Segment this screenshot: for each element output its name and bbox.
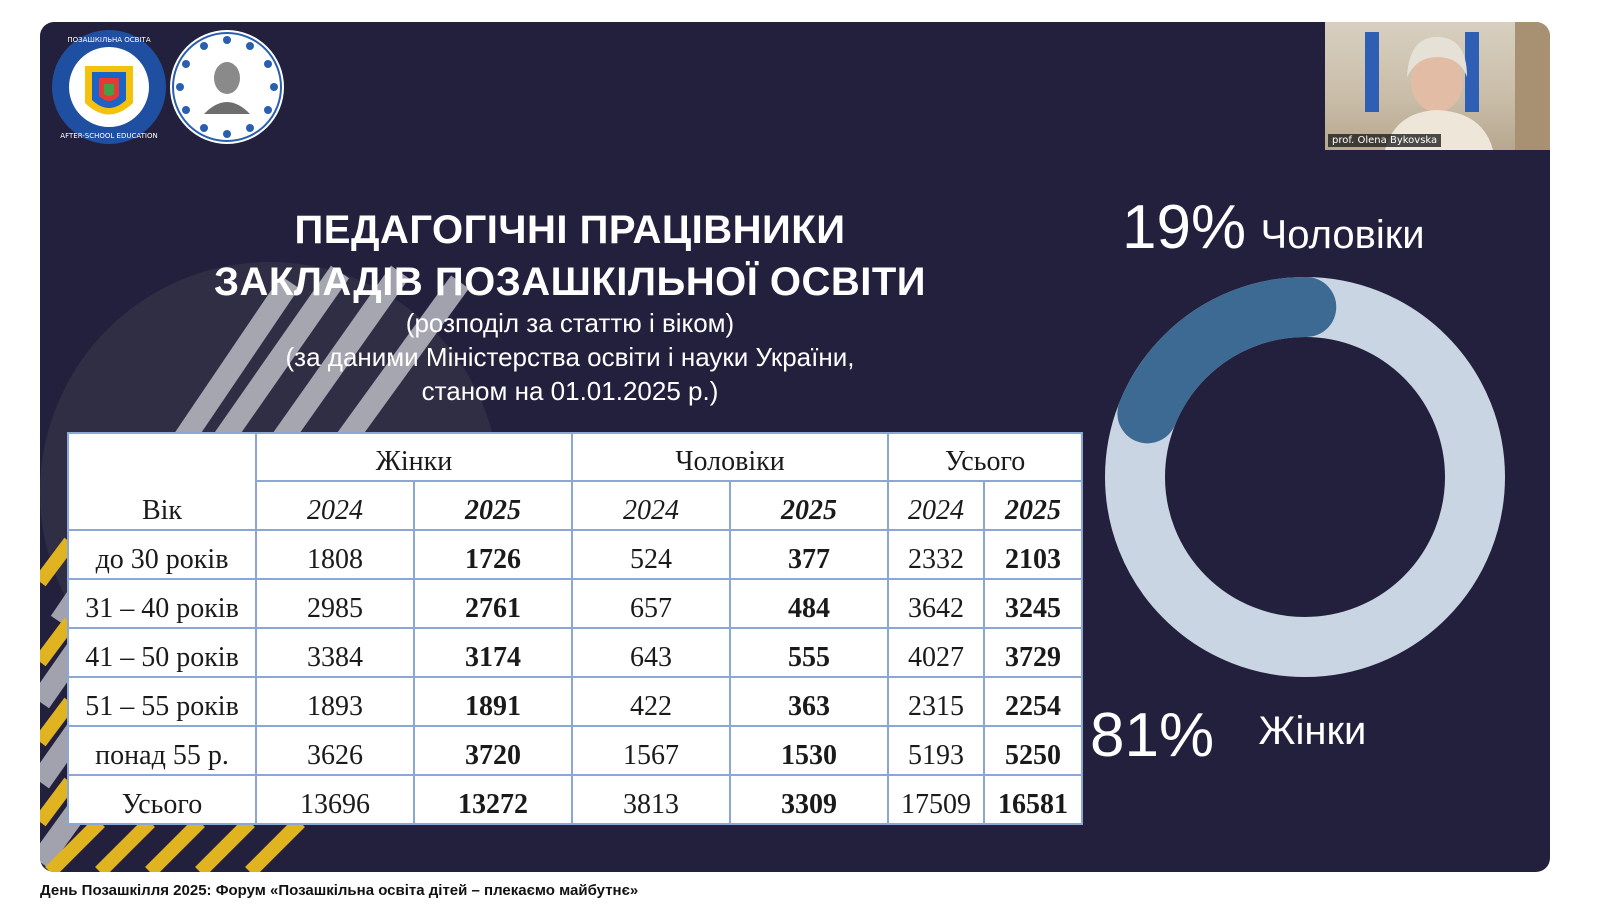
men-2024-cell: 422	[571, 676, 732, 727]
age-cell: 31 – 40 років	[67, 578, 257, 629]
logo-ring-text: ПОЗАШКІЛЬНА ОСВІТА	[67, 36, 150, 44]
year-header: 2025	[983, 480, 1084, 531]
university-seal-logo	[170, 30, 284, 144]
men-label: Чоловіки	[1260, 213, 1425, 257]
women-label: Жінки	[1258, 709, 1367, 753]
men-2025-cell: 363	[729, 676, 890, 727]
men-percentage-group: 19% Чоловіки	[1122, 192, 1425, 263]
webcam-video-tile[interactable]: prof. Olena Bykovska	[1325, 22, 1550, 150]
total-2025-cell: 3729	[983, 627, 1084, 678]
video-caption: День Позашкілля 2025: Форум «Позашкільна…	[40, 882, 639, 899]
total-2025-cell: 2254	[983, 676, 1084, 727]
total-2025-cell: 5250	[983, 725, 1084, 776]
year-header: 2024	[571, 480, 732, 531]
women-2025-cell: 1891	[412, 676, 574, 727]
women-2024-cell: 1893	[255, 676, 415, 727]
women-2024-cell: 1808	[255, 529, 415, 580]
total-2025-cell: 3245	[983, 578, 1084, 629]
total-2024-cell: 2315	[887, 676, 986, 727]
year-header: 2024	[887, 480, 986, 531]
men-group-header: Чоловіки	[571, 432, 890, 482]
women-percentage-group: 81% Жінки	[1090, 700, 1366, 771]
men-2025-cell: 1530	[729, 725, 890, 776]
men-2024-cell: 643	[571, 627, 732, 678]
men-percentage: 19%	[1122, 193, 1247, 262]
women-group-header: Жінки	[254, 432, 574, 482]
age-cell: 51 – 55 років	[67, 676, 257, 727]
age-cell: Усього	[67, 774, 257, 825]
women-2024-cell: 3626	[255, 725, 415, 776]
total-2025-cell: 2103	[983, 529, 1084, 580]
men-2024-cell: 657	[571, 578, 732, 629]
women-2024-cell: 13696	[255, 774, 415, 825]
subtitle-line-1: (розподіл за статтю і віком)	[405, 308, 735, 338]
total-2024-cell: 17509	[887, 774, 986, 825]
gender-donut-chart	[1105, 277, 1505, 677]
total-2024-cell: 3642	[887, 578, 986, 629]
men-2024-cell: 3813	[571, 774, 732, 825]
age-cell: 41 – 50 років	[67, 627, 257, 678]
women-2025-cell: 3174	[412, 627, 574, 678]
table-row: 41 – 50 років 3384 3174 643 555 4027 372…	[67, 627, 1084, 678]
men-2025-cell: 377	[729, 529, 890, 580]
after-school-education-logo: ПОЗАШКІЛЬНА ОСВІТА AFTER-SCHOOL EDUCATIO…	[52, 30, 166, 144]
women-2025-cell: 2761	[412, 578, 574, 629]
speaker-video-image	[1365, 22, 1550, 150]
donut-segment-men	[1105, 277, 1505, 677]
table-row-total: Усього 13696 13272 3813 3309 17509 16581	[67, 774, 1084, 825]
logo-ring-text-bottom: AFTER-SCHOOL EDUCATION	[60, 132, 157, 140]
title-line-1: ПЕДАГОГІЧНІ ПРАЦІВНИКИ	[294, 208, 846, 252]
presentation-slide: ПОЗАШКІЛЬНА ОСВІТА AFTER-SCHOOL EDUCATIO…	[40, 22, 1550, 872]
year-header: 2025	[729, 480, 890, 531]
participant-name: prof. Olena Bykovska	[1328, 134, 1442, 147]
total-2024-cell: 5193	[887, 725, 986, 776]
table-row: 51 – 55 років 1893 1891 422 363 2315 225…	[67, 676, 1084, 727]
women-2025-cell: 1726	[412, 529, 574, 580]
table-row: понад 55 р. 3626 3720 1567 1530 5193 525…	[67, 725, 1084, 776]
women-2025-cell: 13272	[412, 774, 574, 825]
women-2024-cell: 2985	[255, 578, 415, 629]
women-2024-cell: 3384	[255, 627, 415, 678]
year-header: 2025	[412, 480, 574, 531]
subtitle-line-2: (за даними Міністерства освіти і науки У…	[285, 342, 855, 372]
total-group-header: Усього	[887, 432, 1084, 482]
age-cell: понад 55 р.	[67, 725, 257, 776]
women-percentage: 81%	[1090, 701, 1215, 770]
men-2024-cell: 524	[571, 529, 732, 580]
table-row: 31 – 40 років 2985 2761 657 484 3642 324…	[67, 578, 1084, 629]
men-2025-cell: 484	[729, 578, 890, 629]
age-cell: до 30 років	[67, 529, 257, 580]
men-2025-cell: 3309	[729, 774, 890, 825]
teachers-by-gender-age-table: Вік Жінки Чоловіки Усього 2024 2025 2024…	[67, 432, 1084, 825]
slide-subtitle: (розподіл за статтю і віком) (за даними …	[120, 306, 1020, 408]
women-2025-cell: 3720	[412, 725, 574, 776]
table-row: до 30 років 1808 1726 524 377 2332 2103	[67, 529, 1084, 580]
stats-table-container: Вік Жінки Чоловіки Усього 2024 2025 2024…	[67, 432, 1084, 825]
slide-title: ПЕДАГОГІЧНІ ПРАЦІВНИКИ ЗАКЛАДІВ ПОЗАШКІЛ…	[80, 204, 1060, 308]
total-2024-cell: 2332	[887, 529, 986, 580]
total-2024-cell: 4027	[887, 627, 986, 678]
age-column-header: Вік	[67, 432, 257, 531]
subtitle-line-3: станом на 01.01.2025 р.)	[421, 376, 719, 406]
year-header: 2024	[255, 480, 415, 531]
title-line-2: ЗАКЛАДІВ ПОЗАШКІЛЬНОЇ ОСВІТИ	[213, 260, 927, 304]
men-2024-cell: 1567	[571, 725, 732, 776]
men-2025-cell: 555	[729, 627, 890, 678]
total-2025-cell: 16581	[983, 774, 1084, 825]
